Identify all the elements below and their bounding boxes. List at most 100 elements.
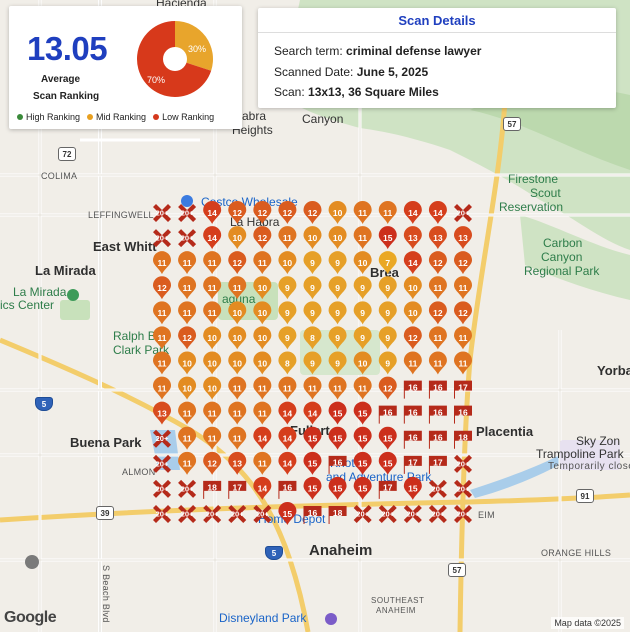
grid-pin[interactable]: 14 — [203, 226, 222, 250]
grid-pin[interactable]: 11 — [454, 276, 472, 300]
grid-pin[interactable]: 20+ — [178, 505, 197, 523]
grid-pin-marker[interactable] — [178, 301, 197, 325]
grid-pin-marker[interactable] — [253, 505, 272, 523]
grid-pin-marker[interactable] — [454, 301, 472, 325]
grid-pin[interactable]: 11 — [428, 326, 447, 350]
grid-pin-marker[interactable] — [378, 251, 397, 275]
grid-pin[interactable]: 12 — [203, 451, 222, 475]
grid-pin-marker[interactable] — [328, 351, 347, 375]
grid-pin[interactable]: 11 — [253, 251, 272, 275]
grid-pin[interactable]: 11 — [153, 251, 171, 275]
grid-pin[interactable]: 9 — [328, 251, 347, 275]
grid-pin-marker[interactable] — [353, 201, 372, 224]
grid-pin[interactable]: 12 — [454, 301, 472, 325]
grid-pin[interactable]: 15 — [403, 476, 422, 500]
grid-pin-marker[interactable] — [428, 405, 447, 424]
grid-pin[interactable]: 17 — [454, 380, 472, 399]
grid-pin[interactable]: 11 — [178, 401, 197, 425]
grid-pin-marker[interactable] — [328, 226, 347, 250]
grid-pin-marker[interactable] — [178, 204, 197, 222]
grid-pin-marker[interactable] — [428, 201, 447, 224]
grid-pin-marker[interactable] — [228, 226, 247, 250]
grid-pin-marker[interactable] — [303, 326, 322, 350]
grid-pin[interactable]: 9 — [328, 326, 347, 350]
grid-pin-marker[interactable] — [353, 351, 372, 375]
grid-pin[interactable]: 8 — [303, 326, 322, 350]
grid-pin-marker[interactable] — [228, 376, 247, 400]
grid-pin-marker[interactable] — [203, 426, 222, 450]
grid-pin-marker[interactable] — [253, 301, 272, 325]
grid-pin[interactable]: 11 — [278, 376, 297, 400]
grid-pin[interactable]: 15 — [303, 476, 322, 500]
grid-pin-marker[interactable] — [278, 376, 297, 400]
grid-pin[interactable]: 9 — [378, 301, 397, 325]
grid-pin-marker[interactable] — [178, 326, 197, 350]
grid-pin[interactable]: 14 — [253, 476, 272, 500]
grid-pin[interactable]: 11 — [153, 301, 171, 325]
grid-pin-marker[interactable] — [253, 276, 272, 300]
grid-pin-marker[interactable] — [228, 276, 247, 300]
grid-pin-marker[interactable] — [328, 455, 347, 474]
grid-pin[interactable]: 10 — [228, 351, 247, 375]
grid-pin-marker[interactable] — [153, 479, 171, 498]
grid-pin-marker[interactable] — [353, 226, 372, 250]
grid-pin[interactable]: 14 — [403, 251, 422, 275]
grid-pin-marker[interactable] — [353, 276, 372, 300]
grid-pin-marker[interactable] — [403, 351, 422, 375]
grid-pin[interactable]: 10 — [253, 301, 272, 325]
grid-pin-marker[interactable] — [454, 326, 472, 350]
grid-pin[interactable]: 7 — [378, 251, 397, 275]
grid-pin[interactable]: 9 — [353, 276, 372, 300]
grid-pin-marker[interactable] — [153, 204, 171, 222]
grid-pin-marker[interactable] — [203, 201, 222, 224]
grid-pin-marker[interactable] — [378, 276, 397, 300]
grid-pin[interactable]: 20+ — [228, 505, 247, 523]
grid-pin[interactable]: 15 — [278, 502, 297, 525]
grid-pin-marker[interactable] — [153, 326, 171, 350]
grid-pin-marker[interactable] — [228, 326, 247, 350]
grid-pin-marker[interactable] — [454, 405, 472, 424]
grid-pin[interactable]: 9 — [328, 301, 347, 325]
grid-pin[interactable]: 10 — [203, 326, 222, 350]
grid-pin-marker[interactable] — [253, 200, 272, 224]
grid-pin[interactable]: 11 — [178, 276, 197, 300]
grid-pin[interactable]: 9 — [353, 301, 372, 325]
grid-pin-marker[interactable] — [303, 351, 322, 375]
grid-pin[interactable]: 10 — [278, 251, 297, 275]
grid-pin-marker[interactable] — [303, 226, 322, 250]
grid-pin[interactable]: 17 — [428, 455, 447, 474]
grid-pin[interactable]: 20+ — [153, 479, 171, 498]
grid-pin[interactable]: 15 — [353, 451, 372, 475]
grid-pin-marker[interactable] — [454, 380, 472, 399]
grid-pin-marker[interactable] — [328, 476, 347, 500]
grid-pin-marker[interactable] — [203, 251, 222, 275]
grid-pin[interactable]: 11 — [378, 201, 397, 224]
grid-pin-marker[interactable] — [353, 451, 372, 475]
grid-pin[interactable]: 11 — [228, 376, 247, 400]
grid-pin-marker[interactable] — [253, 326, 272, 350]
grid-pin-marker[interactable] — [454, 454, 472, 473]
grid-pin[interactable]: 20+ — [428, 505, 447, 523]
grid-pin[interactable]: 16 — [378, 405, 397, 424]
grid-pin-marker[interactable] — [203, 401, 222, 425]
grid-pin-marker[interactable] — [228, 301, 247, 325]
grid-pin-marker[interactable] — [303, 276, 322, 300]
grid-pin-marker[interactable] — [403, 251, 422, 275]
grid-pin-marker[interactable] — [153, 276, 171, 300]
grid-pin-marker[interactable] — [203, 326, 222, 350]
grid-pin[interactable]: 17 — [378, 480, 397, 499]
grid-pin[interactable]: 11 — [153, 376, 171, 400]
grid-pin-marker[interactable] — [353, 401, 372, 425]
grid-pin-marker[interactable] — [328, 201, 347, 224]
grid-pin-marker[interactable] — [353, 426, 372, 450]
grid-pin-marker[interactable] — [278, 201, 297, 224]
grid-pin[interactable]: 9 — [278, 326, 297, 350]
grid-pin[interactable]: 13 — [403, 226, 422, 250]
grid-pin-marker[interactable] — [428, 430, 447, 449]
grid-pin-marker[interactable] — [353, 326, 372, 350]
grid-pin[interactable]: 11 — [178, 451, 197, 475]
grid-pin[interactable]: 20+ — [353, 505, 372, 523]
grid-pin-marker[interactable] — [328, 301, 347, 325]
grid-pin[interactable]: 15 — [378, 451, 397, 475]
grid-pin-marker[interactable] — [378, 376, 397, 400]
